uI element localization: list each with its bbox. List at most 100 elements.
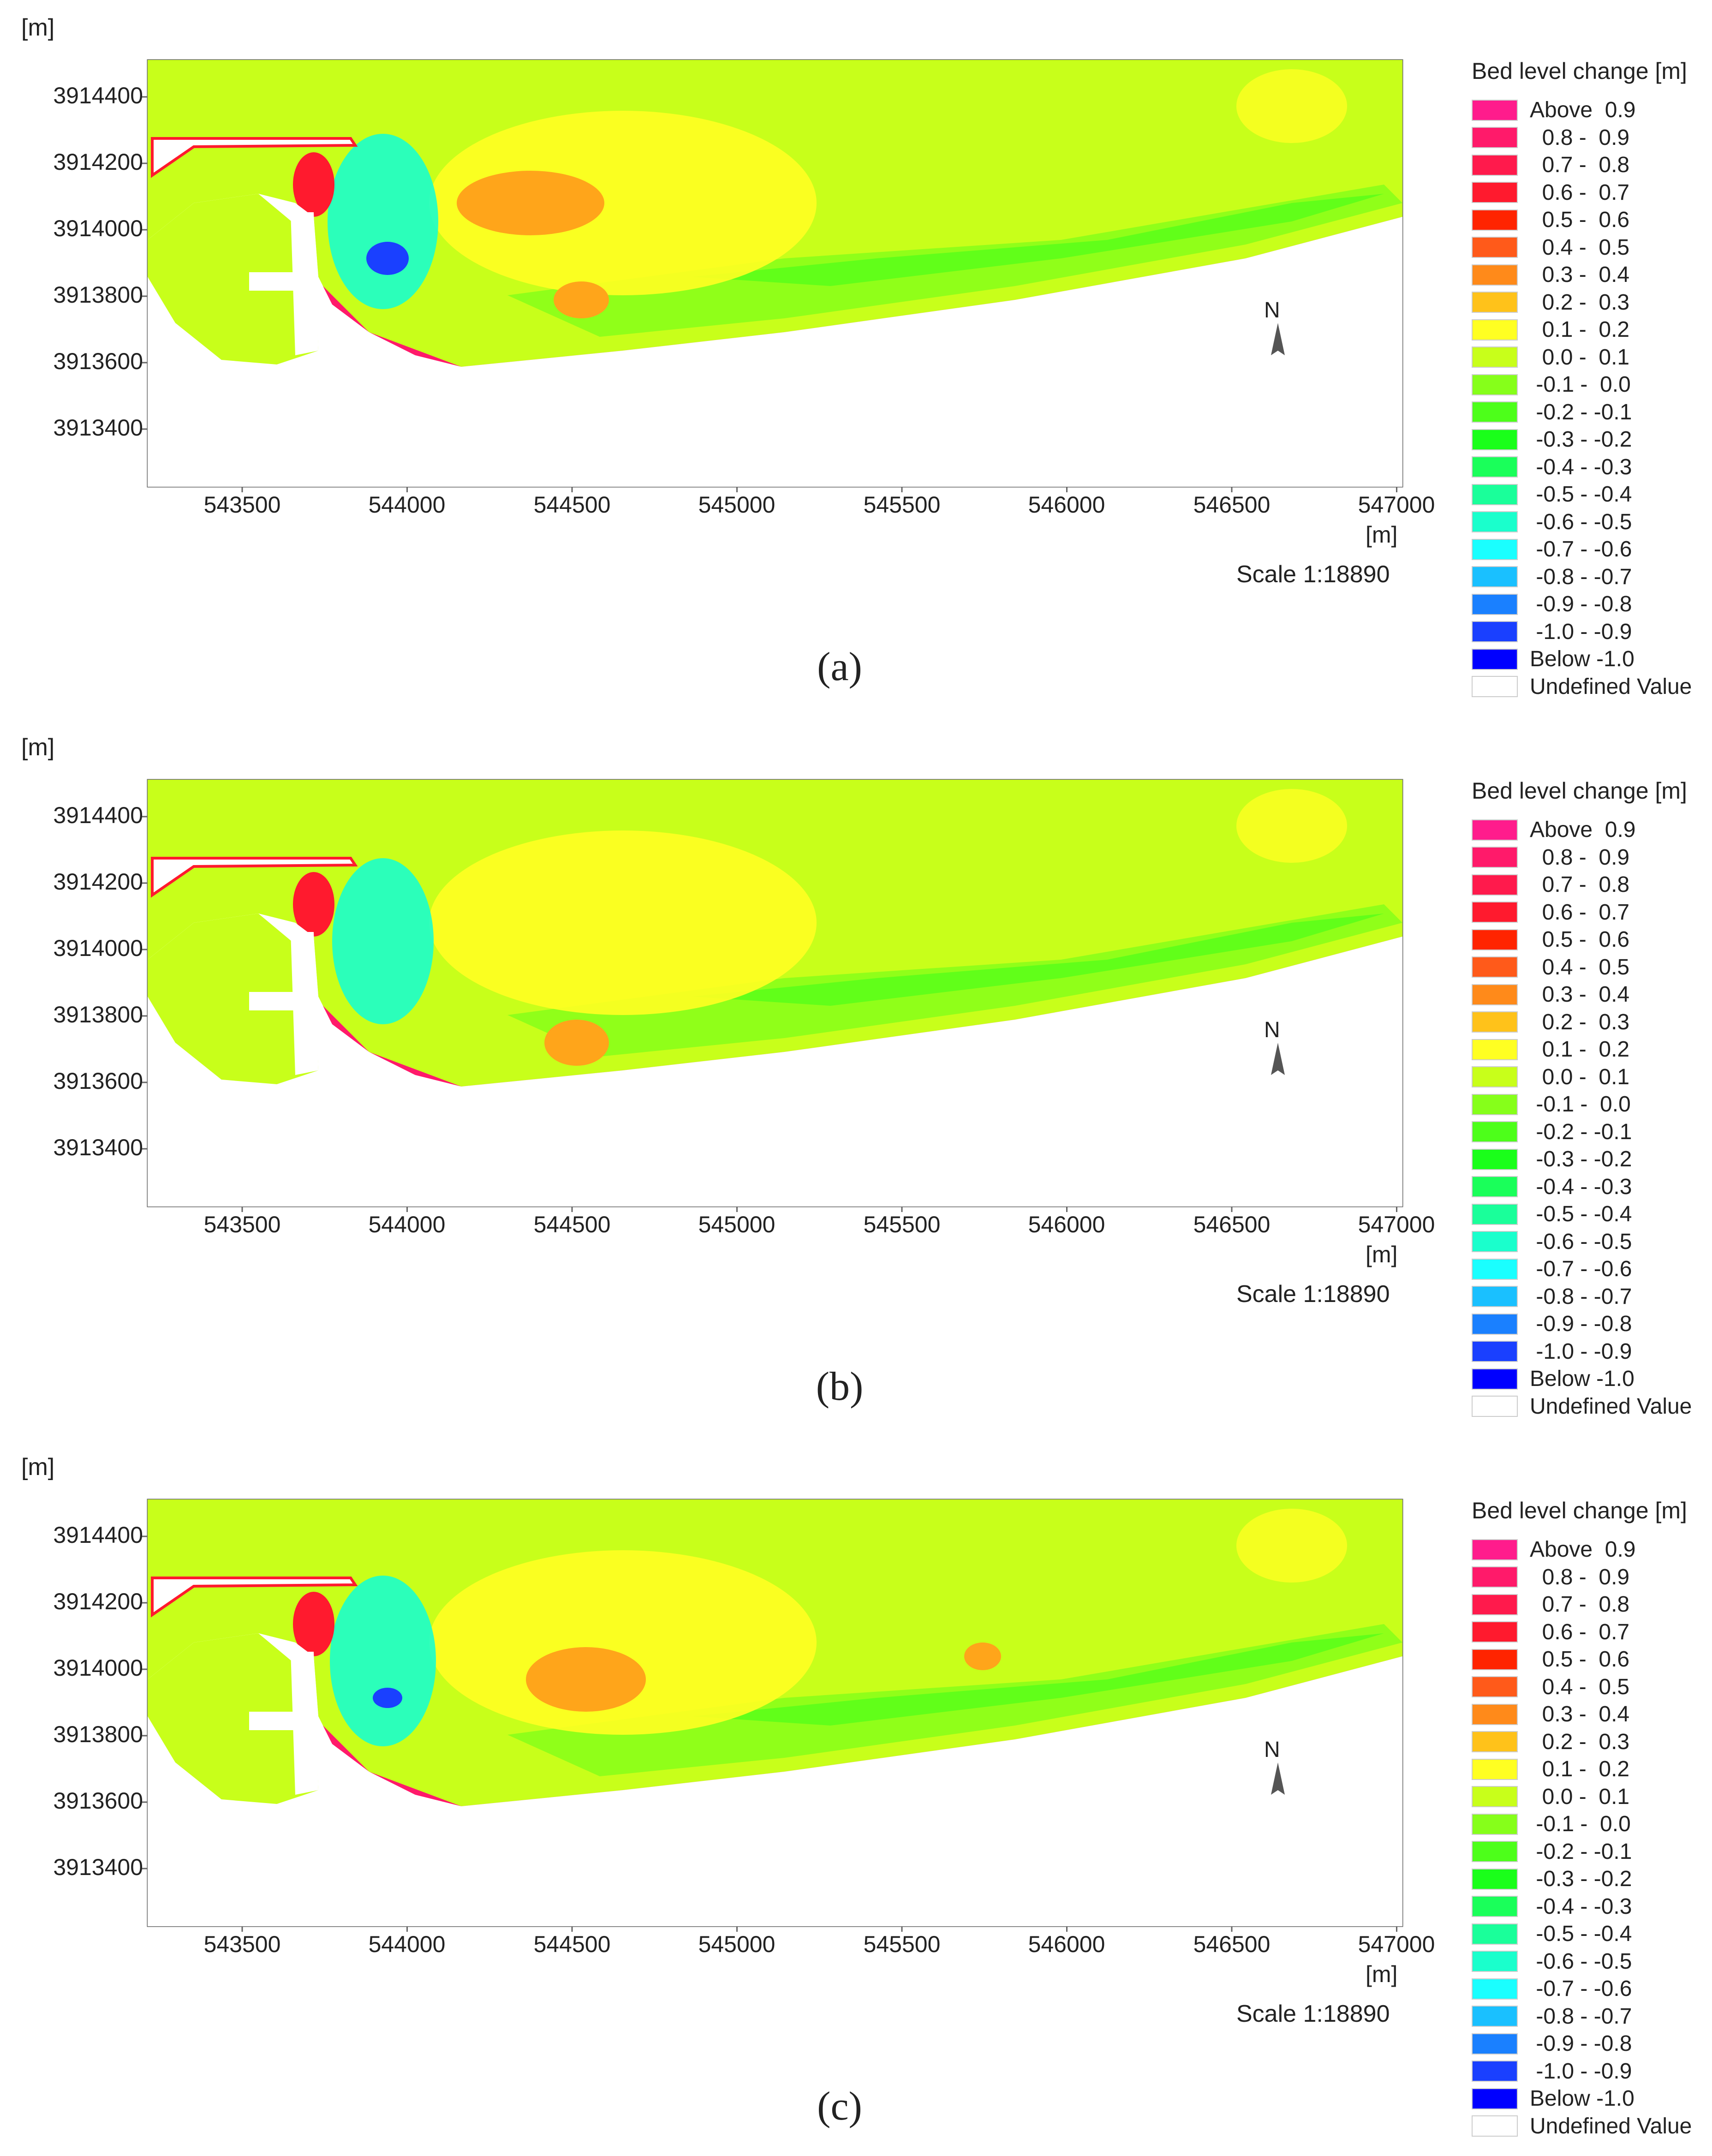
legend: Bed level change [m] Above 0.9 0.8 - 0.9… bbox=[1467, 58, 1707, 700]
legend-label: -0.8 - -0.7 bbox=[1530, 2004, 1632, 2029]
scour-hole bbox=[328, 134, 438, 309]
legend-rows: Above 0.9 0.8 - 0.9 0.7 - 0.8 0.6 - 0.7 … bbox=[1467, 816, 1707, 1420]
deepgreen-band bbox=[692, 914, 1384, 1006]
legend-label: -0.5 - -0.4 bbox=[1530, 1922, 1632, 1947]
legend-item: -0.1 - 0.0 bbox=[1467, 1810, 1707, 1838]
x-tick-label: 546500 bbox=[1193, 492, 1271, 518]
yellow-patch bbox=[1236, 1509, 1347, 1583]
legend-swatch bbox=[1472, 1978, 1518, 2000]
legend-item: -0.1 - 0.0 bbox=[1467, 1091, 1707, 1118]
legend-label: 0.0 - 0.1 bbox=[1530, 1784, 1630, 1809]
legend-label: 0.5 - 0.6 bbox=[1530, 208, 1630, 233]
legend-label: -0.3 - -0.2 bbox=[1530, 427, 1632, 452]
scale-label: Scale 1:18890 bbox=[1236, 2001, 1390, 2027]
y-tick-label: 3913800 bbox=[53, 1002, 143, 1027]
x-axis-unit: [m] bbox=[1366, 522, 1398, 548]
land-area bbox=[148, 914, 1402, 1206]
legend-swatch bbox=[1472, 346, 1518, 368]
legend-label: 0.8 - 0.9 bbox=[1530, 125, 1630, 150]
legend-swatch bbox=[1472, 1648, 1518, 1670]
legend-label: -0.5 - -0.4 bbox=[1530, 482, 1632, 507]
legend-swatch bbox=[1472, 319, 1518, 340]
scour-hole bbox=[332, 858, 434, 1024]
legend-item: 0.5 - 0.6 bbox=[1467, 1646, 1707, 1673]
y-tick-label: 3914400 bbox=[53, 802, 143, 828]
legend-swatch bbox=[1472, 621, 1518, 643]
legend-swatch bbox=[1472, 1868, 1518, 1890]
legend-item: 0.8 - 0.9 bbox=[1467, 1564, 1707, 1591]
legend-item: -1.0 - -0.9 bbox=[1467, 2058, 1707, 2085]
legend-swatch bbox=[1472, 1566, 1518, 1588]
legend-item: 0.7 - 0.8 bbox=[1467, 1591, 1707, 1618]
legend-item: 0.2 - 0.3 bbox=[1467, 1009, 1707, 1036]
legend-label: 0.6 - 0.7 bbox=[1530, 1619, 1630, 1644]
legend-label: Undefined Value bbox=[1530, 1394, 1692, 1419]
legend-item: -0.7 - -0.6 bbox=[1467, 1255, 1707, 1283]
legend-item: 0.2 - 0.3 bbox=[1467, 1728, 1707, 1756]
x-tick-label: 544000 bbox=[368, 492, 446, 518]
legend-label: 0.6 - 0.7 bbox=[1530, 180, 1630, 205]
legend-swatch bbox=[1472, 1396, 1518, 1417]
legend-label: 0.3 - 0.4 bbox=[1530, 263, 1630, 287]
legend-label: 0.2 - 0.3 bbox=[1530, 290, 1630, 315]
legend-swatch bbox=[1472, 1896, 1518, 1917]
legend-item: 0.8 - 0.9 bbox=[1467, 844, 1707, 872]
legend-label: Above 0.9 bbox=[1530, 98, 1636, 123]
y-tick-label: 3913800 bbox=[53, 1721, 143, 1747]
legend-item: -0.3 - -0.2 bbox=[1467, 426, 1707, 454]
legend-label: -0.3 - -0.2 bbox=[1530, 1147, 1632, 1172]
legend-label: -0.6 - -0.5 bbox=[1530, 509, 1632, 534]
legend-label: 0.8 - 0.9 bbox=[1530, 1565, 1630, 1589]
legend-swatch bbox=[1472, 1786, 1518, 1808]
pier bbox=[291, 212, 318, 355]
legend-item: Above 0.9 bbox=[1467, 96, 1707, 124]
harbour-basin bbox=[148, 872, 318, 1084]
x-tick-label: 547000 bbox=[1358, 1212, 1435, 1237]
legend-label: -1.0 - -0.9 bbox=[1530, 619, 1632, 644]
legend-label: -0.8 - -0.7 bbox=[1530, 564, 1632, 589]
legend-label: 0.3 - 0.4 bbox=[1530, 982, 1630, 1007]
y-tick-label: 3913600 bbox=[53, 348, 143, 374]
legend-label: -0.2 - -0.1 bbox=[1530, 400, 1632, 424]
legend-label: Undefined Value bbox=[1530, 2114, 1692, 2138]
y-tick-label: 3914000 bbox=[53, 1655, 143, 1681]
deepgreen-band bbox=[692, 194, 1384, 286]
yellow-patch bbox=[429, 1550, 817, 1735]
legend-swatch bbox=[1472, 819, 1518, 841]
legend-item: -0.1 - 0.0 bbox=[1467, 371, 1707, 399]
y-axis-unit: [m] bbox=[21, 14, 55, 41]
legend-item: Undefined Value bbox=[1467, 1393, 1707, 1421]
harbour-basin bbox=[148, 1592, 318, 1804]
north-arrow-icon bbox=[1271, 1043, 1285, 1075]
accretion-patch bbox=[293, 1592, 334, 1656]
legend-title: Bed level change [m] bbox=[1472, 58, 1687, 84]
legend-swatch bbox=[1472, 237, 1518, 258]
x-tick-label: 547000 bbox=[1358, 1931, 1435, 1957]
legend-swatch bbox=[1472, 1923, 1518, 1945]
legend-swatch bbox=[1472, 874, 1518, 896]
breakwater bbox=[151, 857, 358, 898]
land-area bbox=[148, 1633, 1402, 1926]
orange-patch bbox=[526, 1647, 646, 1712]
x-tick-label: 546000 bbox=[1028, 1212, 1105, 1237]
legend-label: -0.7 - -0.6 bbox=[1530, 537, 1632, 562]
legend-label: Below -1.0 bbox=[1530, 647, 1634, 672]
legend-item: -0.3 - -0.2 bbox=[1467, 1146, 1707, 1173]
pier-arm bbox=[249, 272, 300, 291]
legend-swatch bbox=[1472, 648, 1518, 670]
legend-item: 0.0 - 0.1 bbox=[1467, 1063, 1707, 1091]
legend-swatch bbox=[1472, 1039, 1518, 1060]
y-tick-label: 3914000 bbox=[53, 935, 143, 961]
legend-item: Above 0.9 bbox=[1467, 1536, 1707, 1564]
legend-label: -0.1 - 0.0 bbox=[1530, 372, 1631, 397]
legend-swatch bbox=[1472, 1011, 1518, 1033]
harbour-basin bbox=[148, 152, 318, 364]
legend-label: Undefined Value bbox=[1530, 674, 1692, 699]
legend-item: -0.7 - -0.6 bbox=[1467, 536, 1707, 563]
scour-hole bbox=[330, 1576, 436, 1746]
legend-item: 0.4 - 0.5 bbox=[1467, 234, 1707, 262]
legend-item: 0.3 - 0.4 bbox=[1467, 981, 1707, 1009]
legend-item: 0.3 - 0.4 bbox=[1467, 261, 1707, 289]
breakwater bbox=[151, 137, 358, 178]
legend-swatch bbox=[1472, 511, 1518, 533]
